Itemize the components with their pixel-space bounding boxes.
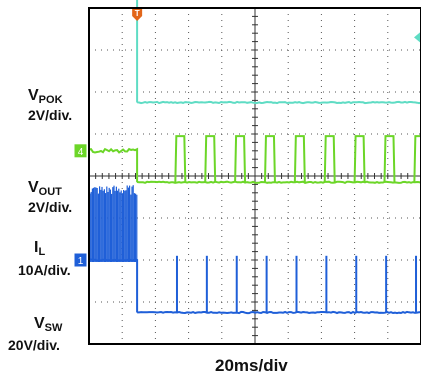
channel-1-marker: 1: [74, 253, 87, 267]
il-pulse: [174, 135, 187, 183]
vsw-sub: SW: [44, 322, 63, 334]
il-name: I: [34, 239, 39, 256]
trigger-marker: T: [132, 8, 143, 21]
il-pulse: [323, 135, 336, 183]
il-pulse: [234, 135, 247, 183]
il-scale: 10A/div.: [18, 262, 71, 278]
vout-sub: OUT: [38, 186, 62, 198]
vout-trace: [136, 0, 421, 105]
il-pulse: [353, 135, 366, 183]
plot-frame: [88, 7, 421, 345]
vout-label: VOUT: [28, 180, 62, 198]
vsw-name: V: [34, 315, 45, 332]
vpok-scale: 2V/div.: [28, 107, 73, 123]
trigger-marker-shape: [132, 8, 143, 21]
vout-scale: 2V/div.: [28, 199, 73, 215]
vsw-label: VSW: [34, 316, 62, 334]
vpok-sub: POK: [38, 94, 63, 106]
channel-marker-id: 1: [78, 256, 84, 267]
il-label: IL: [34, 240, 45, 258]
vpok-name: V: [28, 87, 39, 104]
ref-level-marker: [414, 32, 420, 43]
il-pulse: [293, 135, 306, 183]
vpok-label: VPOK: [28, 88, 63, 106]
vsw-switching-burst: [89, 185, 138, 262]
il-pulse: [383, 135, 396, 183]
vsw-trace: [88, 258, 421, 315]
x-axis-label: 20ms/div: [215, 356, 288, 375]
channel-4-marker: 4: [74, 144, 87, 158]
vout-name: V: [28, 179, 39, 196]
vsw-scale: 20V/div.: [8, 337, 60, 353]
il-pulse: [413, 135, 421, 183]
channel-marker-box: [74, 144, 87, 158]
il-pulse: [263, 135, 276, 183]
il-pulse: [204, 135, 217, 183]
channel-marker-id: 4: [78, 147, 84, 158]
il-sub: L: [38, 246, 46, 258]
channel-marker-box: [74, 253, 87, 267]
trigger-marker-label: T: [135, 9, 140, 18]
traces: 3241T: [74, 0, 421, 315]
